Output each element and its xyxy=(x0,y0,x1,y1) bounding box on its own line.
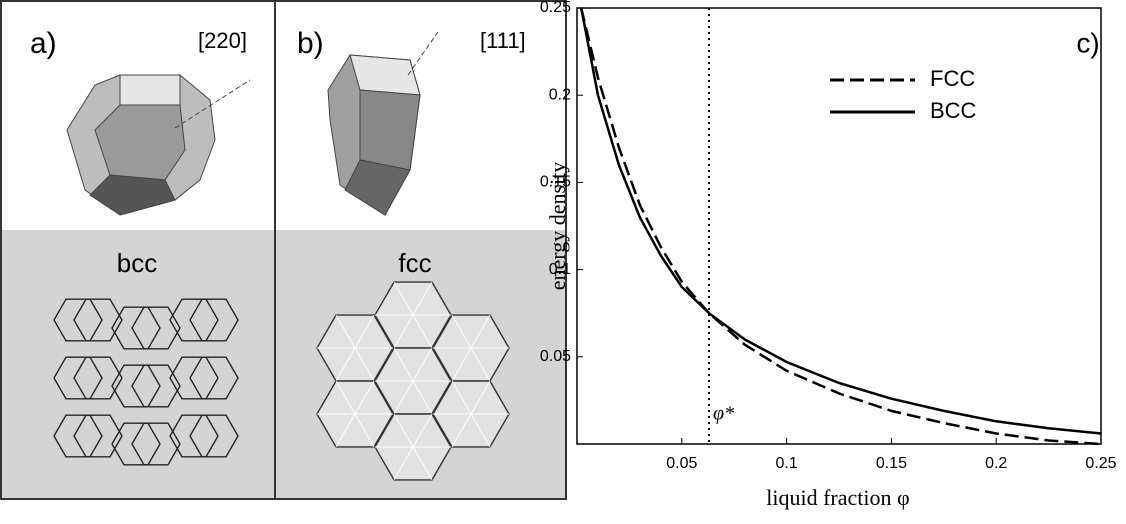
lattice-label: bcc xyxy=(117,248,157,278)
annotation: φ* xyxy=(713,403,734,425)
x-tick-label: 0.15 xyxy=(876,455,907,472)
face xyxy=(360,90,420,170)
y-tick-label: 0.15 xyxy=(540,174,571,191)
y-tick-label: 0.1 xyxy=(549,261,571,278)
x-tick-label: 0.2 xyxy=(985,455,1007,472)
y-tick-label: 0.25 xyxy=(540,0,571,16)
legend-label: BCC xyxy=(930,98,977,123)
bcc-polyhedron xyxy=(67,75,250,215)
face xyxy=(95,105,185,180)
plot-frame xyxy=(577,8,1101,444)
x-tick-label: 0.1 xyxy=(775,455,797,472)
left-panel: a) [220] b) [111] bcc fcc xyxy=(0,0,567,500)
x-tick-label: 0.05 xyxy=(666,455,697,472)
panel-label: c) xyxy=(1076,27,1099,58)
fcc-polyhedron xyxy=(328,32,438,215)
direction-label: [111] xyxy=(480,28,526,53)
direction-label: [220] xyxy=(198,28,247,53)
y-tick-label: 0.2 xyxy=(549,86,571,103)
chart: c) liquid fraction φ energy density 0.05… xyxy=(540,0,1117,510)
page: {"panels":{"a":{"label":"a)","direction"… xyxy=(0,0,1126,519)
series-line xyxy=(581,8,1101,434)
series-line xyxy=(581,8,1101,444)
figure: a) [220] b) [111] bcc fcc c) liquid frac… xyxy=(0,0,1126,519)
panel-label: b) xyxy=(297,27,324,60)
panel-label: a) xyxy=(30,27,57,60)
lattice-label: fcc xyxy=(398,248,431,278)
x-tick-label: 0.25 xyxy=(1085,455,1116,472)
face xyxy=(120,75,180,105)
x-axis-label: liquid fraction φ xyxy=(766,485,909,510)
y-tick-label: 0.05 xyxy=(540,348,571,365)
face xyxy=(350,55,420,95)
legend-label: FCC xyxy=(930,66,975,91)
